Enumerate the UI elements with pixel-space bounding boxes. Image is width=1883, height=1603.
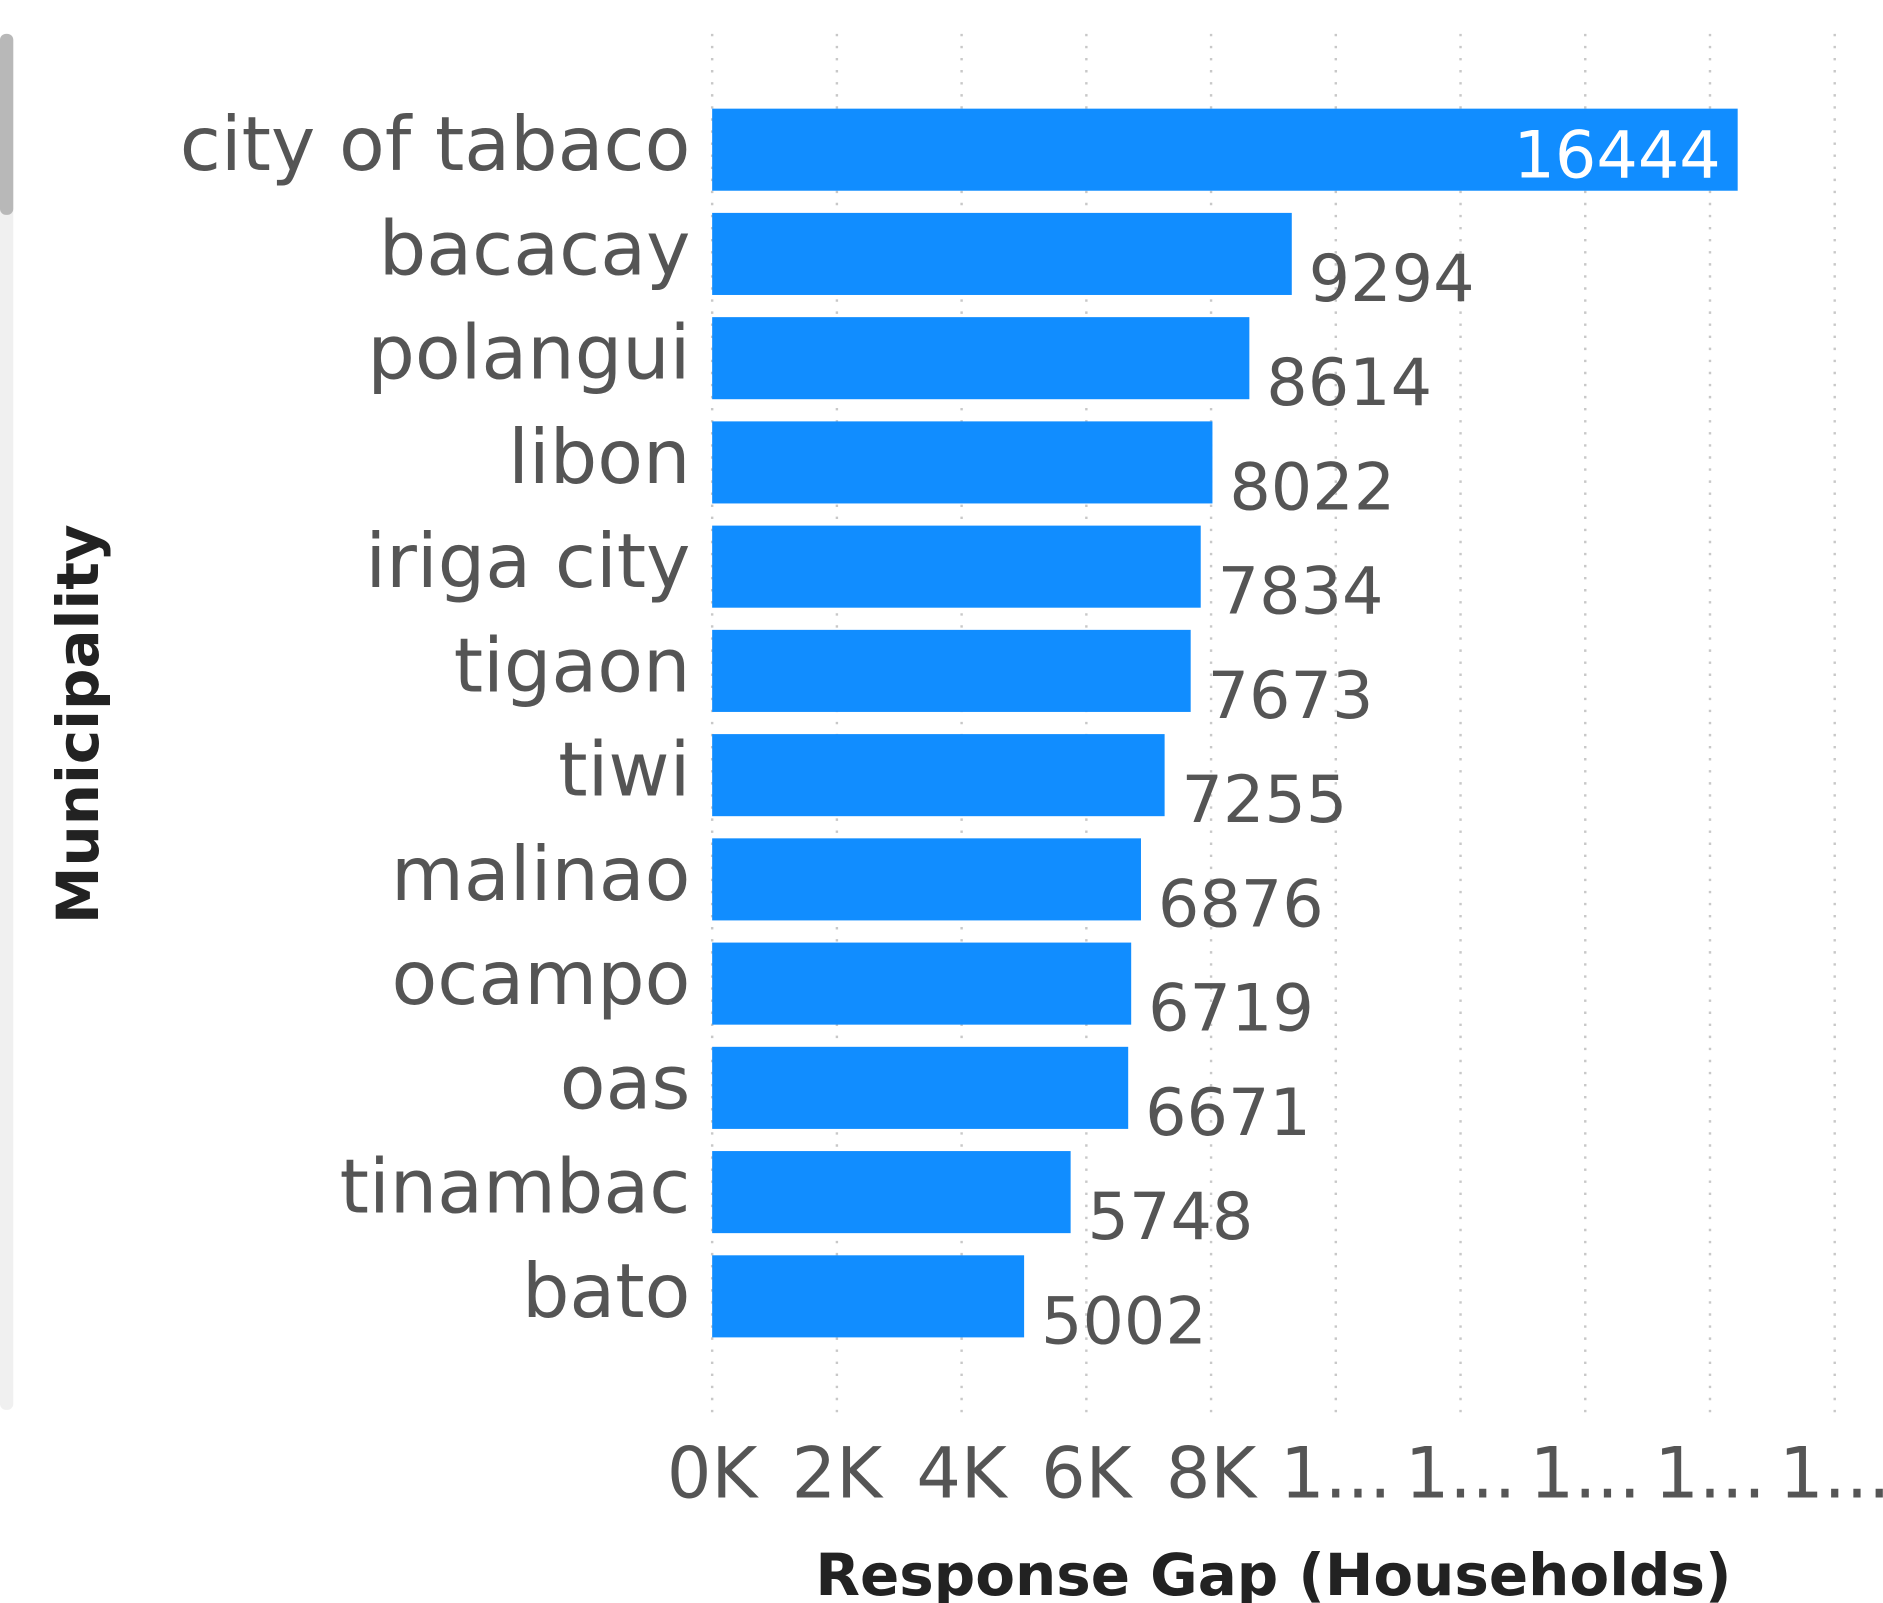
- data-label: 7255: [1182, 762, 1348, 838]
- bar: [712, 212, 1292, 295]
- data-label: 7673: [1208, 658, 1374, 734]
- data-label: 8614: [1266, 345, 1432, 421]
- bar: [712, 525, 1201, 608]
- x-tick-label: 6K: [1041, 1433, 1134, 1515]
- x-tick-label: 1...: [1280, 1433, 1391, 1515]
- data-label: 6719: [1148, 971, 1314, 1047]
- scrollbar-thumb[interactable]: [0, 33, 14, 215]
- data-label: 5002: [1041, 1283, 1207, 1359]
- y-tick-label: malinao: [391, 831, 690, 918]
- scrollbar-track[interactable]: [0, 33, 14, 1410]
- data-label: 16444: [1513, 117, 1720, 193]
- x-tick-label: 1...: [1530, 1433, 1641, 1515]
- x-tick-label: 8K: [1166, 1433, 1259, 1515]
- bar: [712, 108, 1738, 191]
- y-tick-label: ocampo: [391, 935, 690, 1022]
- bar: [712, 1255, 1025, 1338]
- bar: [712, 1046, 1129, 1129]
- y-tick-label: city of tabaco: [180, 101, 691, 188]
- bar: [712, 317, 1250, 400]
- x-tick-label: 4K: [916, 1433, 1009, 1515]
- bar: [712, 421, 1213, 504]
- bar: [712, 1151, 1071, 1234]
- bar: [712, 838, 1141, 921]
- x-tick-label: 1...: [1405, 1433, 1516, 1515]
- data-label: 6876: [1158, 866, 1324, 942]
- bar: [712, 629, 1191, 712]
- y-tick-label: iriga city: [365, 518, 690, 605]
- y-tick-label: tigaon: [454, 622, 691, 709]
- y-axis-title: Municipality: [44, 524, 112, 924]
- y-tick-label: oas: [560, 1039, 691, 1126]
- y-tick-label: polangui: [367, 310, 690, 397]
- y-tick-label: bacacay: [379, 205, 691, 292]
- data-label: 9294: [1309, 241, 1475, 317]
- bar: [712, 734, 1165, 817]
- x-axis-title: Response Gap (Households): [815, 1541, 1731, 1603]
- data-label: 5748: [1088, 1179, 1254, 1255]
- y-tick-label: tiwi: [558, 727, 690, 814]
- y-tick-label: bato: [522, 1248, 690, 1335]
- x-tick-label: 2K: [792, 1433, 885, 1515]
- x-tick-label: 0K: [667, 1433, 760, 1515]
- x-tick-label: 1...: [1779, 1433, 1883, 1515]
- y-tick-label: tinambac: [340, 1144, 691, 1231]
- y-tick-label: libon: [508, 414, 690, 501]
- data-label: 7834: [1218, 554, 1384, 630]
- data-label: 8022: [1229, 449, 1395, 525]
- bar: [712, 942, 1132, 1025]
- x-tick-label: 1...: [1654, 1433, 1765, 1515]
- data-label: 6671: [1145, 1075, 1311, 1151]
